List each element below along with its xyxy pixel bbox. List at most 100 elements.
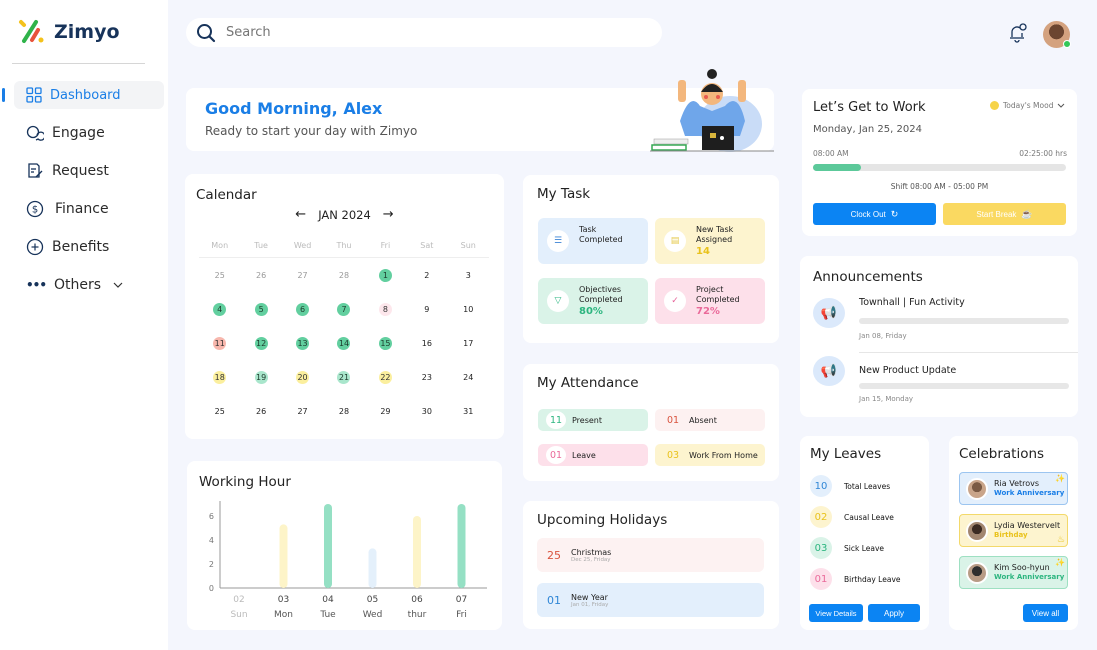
event-type: Birthday: [994, 531, 1028, 539]
weekday-header: Tue: [240, 234, 282, 258]
calendar-day[interactable]: 8: [365, 292, 406, 326]
greeting-title: Good Morning, Alex: [205, 99, 383, 118]
task-tile-completed[interactable]: ☰ Task Completed: [538, 218, 648, 264]
sidebar-item-dashboard[interactable]: Dashboard: [2, 81, 164, 109]
calendar-day[interactable]: 9: [406, 292, 447, 326]
holiday-item[interactable]: 25 Christmas Dec 25, Friday: [537, 538, 764, 572]
calendar-day[interactable]: 1: [365, 258, 406, 292]
person-name: Ria Vetrovs: [994, 479, 1040, 488]
calendar-day[interactable]: 6: [282, 292, 323, 326]
celebration-item[interactable]: Lydia Westervelt Birthday ♨: [959, 514, 1068, 547]
view-all-button[interactable]: View all: [1023, 604, 1068, 622]
day-number: 10: [463, 304, 474, 314]
apply-leave-button[interactable]: Apply: [868, 604, 920, 622]
clock-out-button[interactable]: Clock Out ↻: [813, 203, 936, 225]
attendance-label: Work From Home: [689, 450, 758, 460]
day-number: 8: [378, 302, 392, 316]
calendar-day[interactable]: 7: [323, 292, 364, 326]
smiley-icon: [990, 101, 999, 110]
calendar-day[interactable]: 28: [323, 394, 364, 428]
calendar-day[interactable]: 19: [240, 360, 281, 394]
notification-button[interactable]: [1007, 22, 1029, 48]
sidebar-item-request[interactable]: Request: [14, 157, 164, 185]
calendar-day[interactable]: 23: [406, 360, 447, 394]
celebration-item[interactable]: Ria Vetrovs Work Anniversary ✨: [959, 472, 1068, 505]
task-tile-new-assigned[interactable]: ▤ New Task Assigned 14: [655, 218, 765, 264]
task-tile-objectives[interactable]: ▽ Objectives Completed 80%: [538, 278, 648, 324]
calendar-day[interactable]: 2: [406, 258, 447, 292]
search-bar[interactable]: [186, 18, 662, 47]
calendar-day[interactable]: 27: [282, 394, 323, 428]
calendar-day[interactable]: 26: [240, 394, 281, 428]
calendar-day[interactable]: 10: [448, 292, 489, 326]
calendar-day[interactable]: 20: [282, 360, 323, 394]
holiday-name: New Year: [571, 592, 608, 602]
month-navigator: ← JAN 2024 →: [185, 207, 504, 222]
day-number: 1: [378, 268, 392, 282]
calendar-day[interactable]: 28: [323, 258, 364, 292]
day-number: 27: [297, 270, 308, 280]
svg-text:Wed: Wed: [363, 610, 383, 620]
attendance-count: 01: [546, 446, 566, 464]
day-number: 23: [421, 372, 432, 382]
calendar-day[interactable]: 25: [199, 394, 240, 428]
calendar-card: Calendar ← JAN 2024 → Mon Tue Wed Thu Fri Sat…: [185, 174, 504, 439]
search-icon: [197, 23, 216, 42]
calendar-day[interactable]: 14: [323, 326, 364, 360]
view-details-button[interactable]: View Details: [809, 604, 863, 622]
calendar-day[interactable]: 29: [365, 394, 406, 428]
announcement-title[interactable]: New Product Update: [859, 365, 957, 376]
celebration-item[interactable]: Kim Soo-hyun Work Anniversary ✨: [959, 556, 1068, 589]
calendar-day[interactable]: 13: [282, 326, 323, 360]
attendance-absent[interactable]: 01 Absent: [655, 409, 765, 431]
holiday-item[interactable]: 01 New Year Jan 01, Friday: [537, 583, 764, 617]
calendar-day[interactable]: 11: [199, 326, 240, 360]
announcement-title[interactable]: Townhall | Fun Activity: [859, 297, 965, 308]
day-number: 15: [378, 336, 392, 350]
logo[interactable]: Zimyo: [18, 18, 120, 46]
calendar-day[interactable]: 17: [448, 326, 489, 360]
leave-sick: 03 Sick Leave: [810, 537, 884, 559]
calendar-day[interactable]: 31: [448, 394, 489, 428]
calendar-day[interactable]: 30: [406, 394, 447, 428]
day-number: 19: [254, 370, 268, 384]
start-break-button[interactable]: Start Break ☕: [943, 203, 1066, 225]
next-month-button[interactable]: →: [382, 207, 394, 222]
task-tile-project[interactable]: ✓ Project Completed 72%: [655, 278, 765, 324]
calendar-day[interactable]: 27: [282, 258, 323, 292]
calendar-day[interactable]: 15: [365, 326, 406, 360]
calendar-day[interactable]: 5: [240, 292, 281, 326]
sidebar-item-finance[interactable]: $ Finance: [14, 195, 164, 223]
calendar-day[interactable]: 25: [199, 258, 240, 292]
calendar-day[interactable]: 24: [448, 360, 489, 394]
tile-label: Completed: [696, 295, 740, 304]
calendar-day[interactable]: 3: [448, 258, 489, 292]
sidebar: Zimyo Dashboard Engage Request $ Finance…: [0, 0, 168, 650]
attendance-wfh[interactable]: 03 Work From Home: [655, 444, 765, 466]
calendar-day[interactable]: 21: [323, 360, 364, 394]
day-number: 29: [380, 406, 391, 416]
sidebar-item-engage[interactable]: Engage: [14, 119, 164, 147]
svg-text:04: 04: [322, 595, 334, 605]
calendar-day[interactable]: 16: [406, 326, 447, 360]
calendar-day[interactable]: 18: [199, 360, 240, 394]
tile-label: Assigned: [696, 235, 733, 244]
sidebar-item-others[interactable]: ••• Others: [14, 271, 164, 299]
prev-month-button[interactable]: ←: [295, 207, 307, 222]
calendar-day[interactable]: 22: [365, 360, 406, 394]
calendar-day[interactable]: 12: [240, 326, 281, 360]
svg-text:05: 05: [367, 595, 378, 605]
day-number: 4: [213, 302, 227, 316]
mood-dropdown[interactable]: Today's Mood: [990, 101, 1065, 110]
chevron-down-icon: [113, 282, 123, 288]
person-name: Lydia Westervelt: [994, 521, 1061, 530]
user-avatar[interactable]: [1043, 21, 1071, 48]
calendar-day[interactable]: 26: [240, 258, 281, 292]
attendance-leave[interactable]: 01 Leave: [538, 444, 648, 466]
attendance-present[interactable]: 11 Present: [538, 409, 648, 431]
calendar-day[interactable]: 4: [199, 292, 240, 326]
sidebar-item-benefits[interactable]: Benefits: [14, 233, 164, 261]
tile-label: Task: [579, 225, 597, 234]
search-input[interactable]: [226, 25, 396, 40]
leave-causal: 02 Causal Leave: [810, 506, 894, 528]
